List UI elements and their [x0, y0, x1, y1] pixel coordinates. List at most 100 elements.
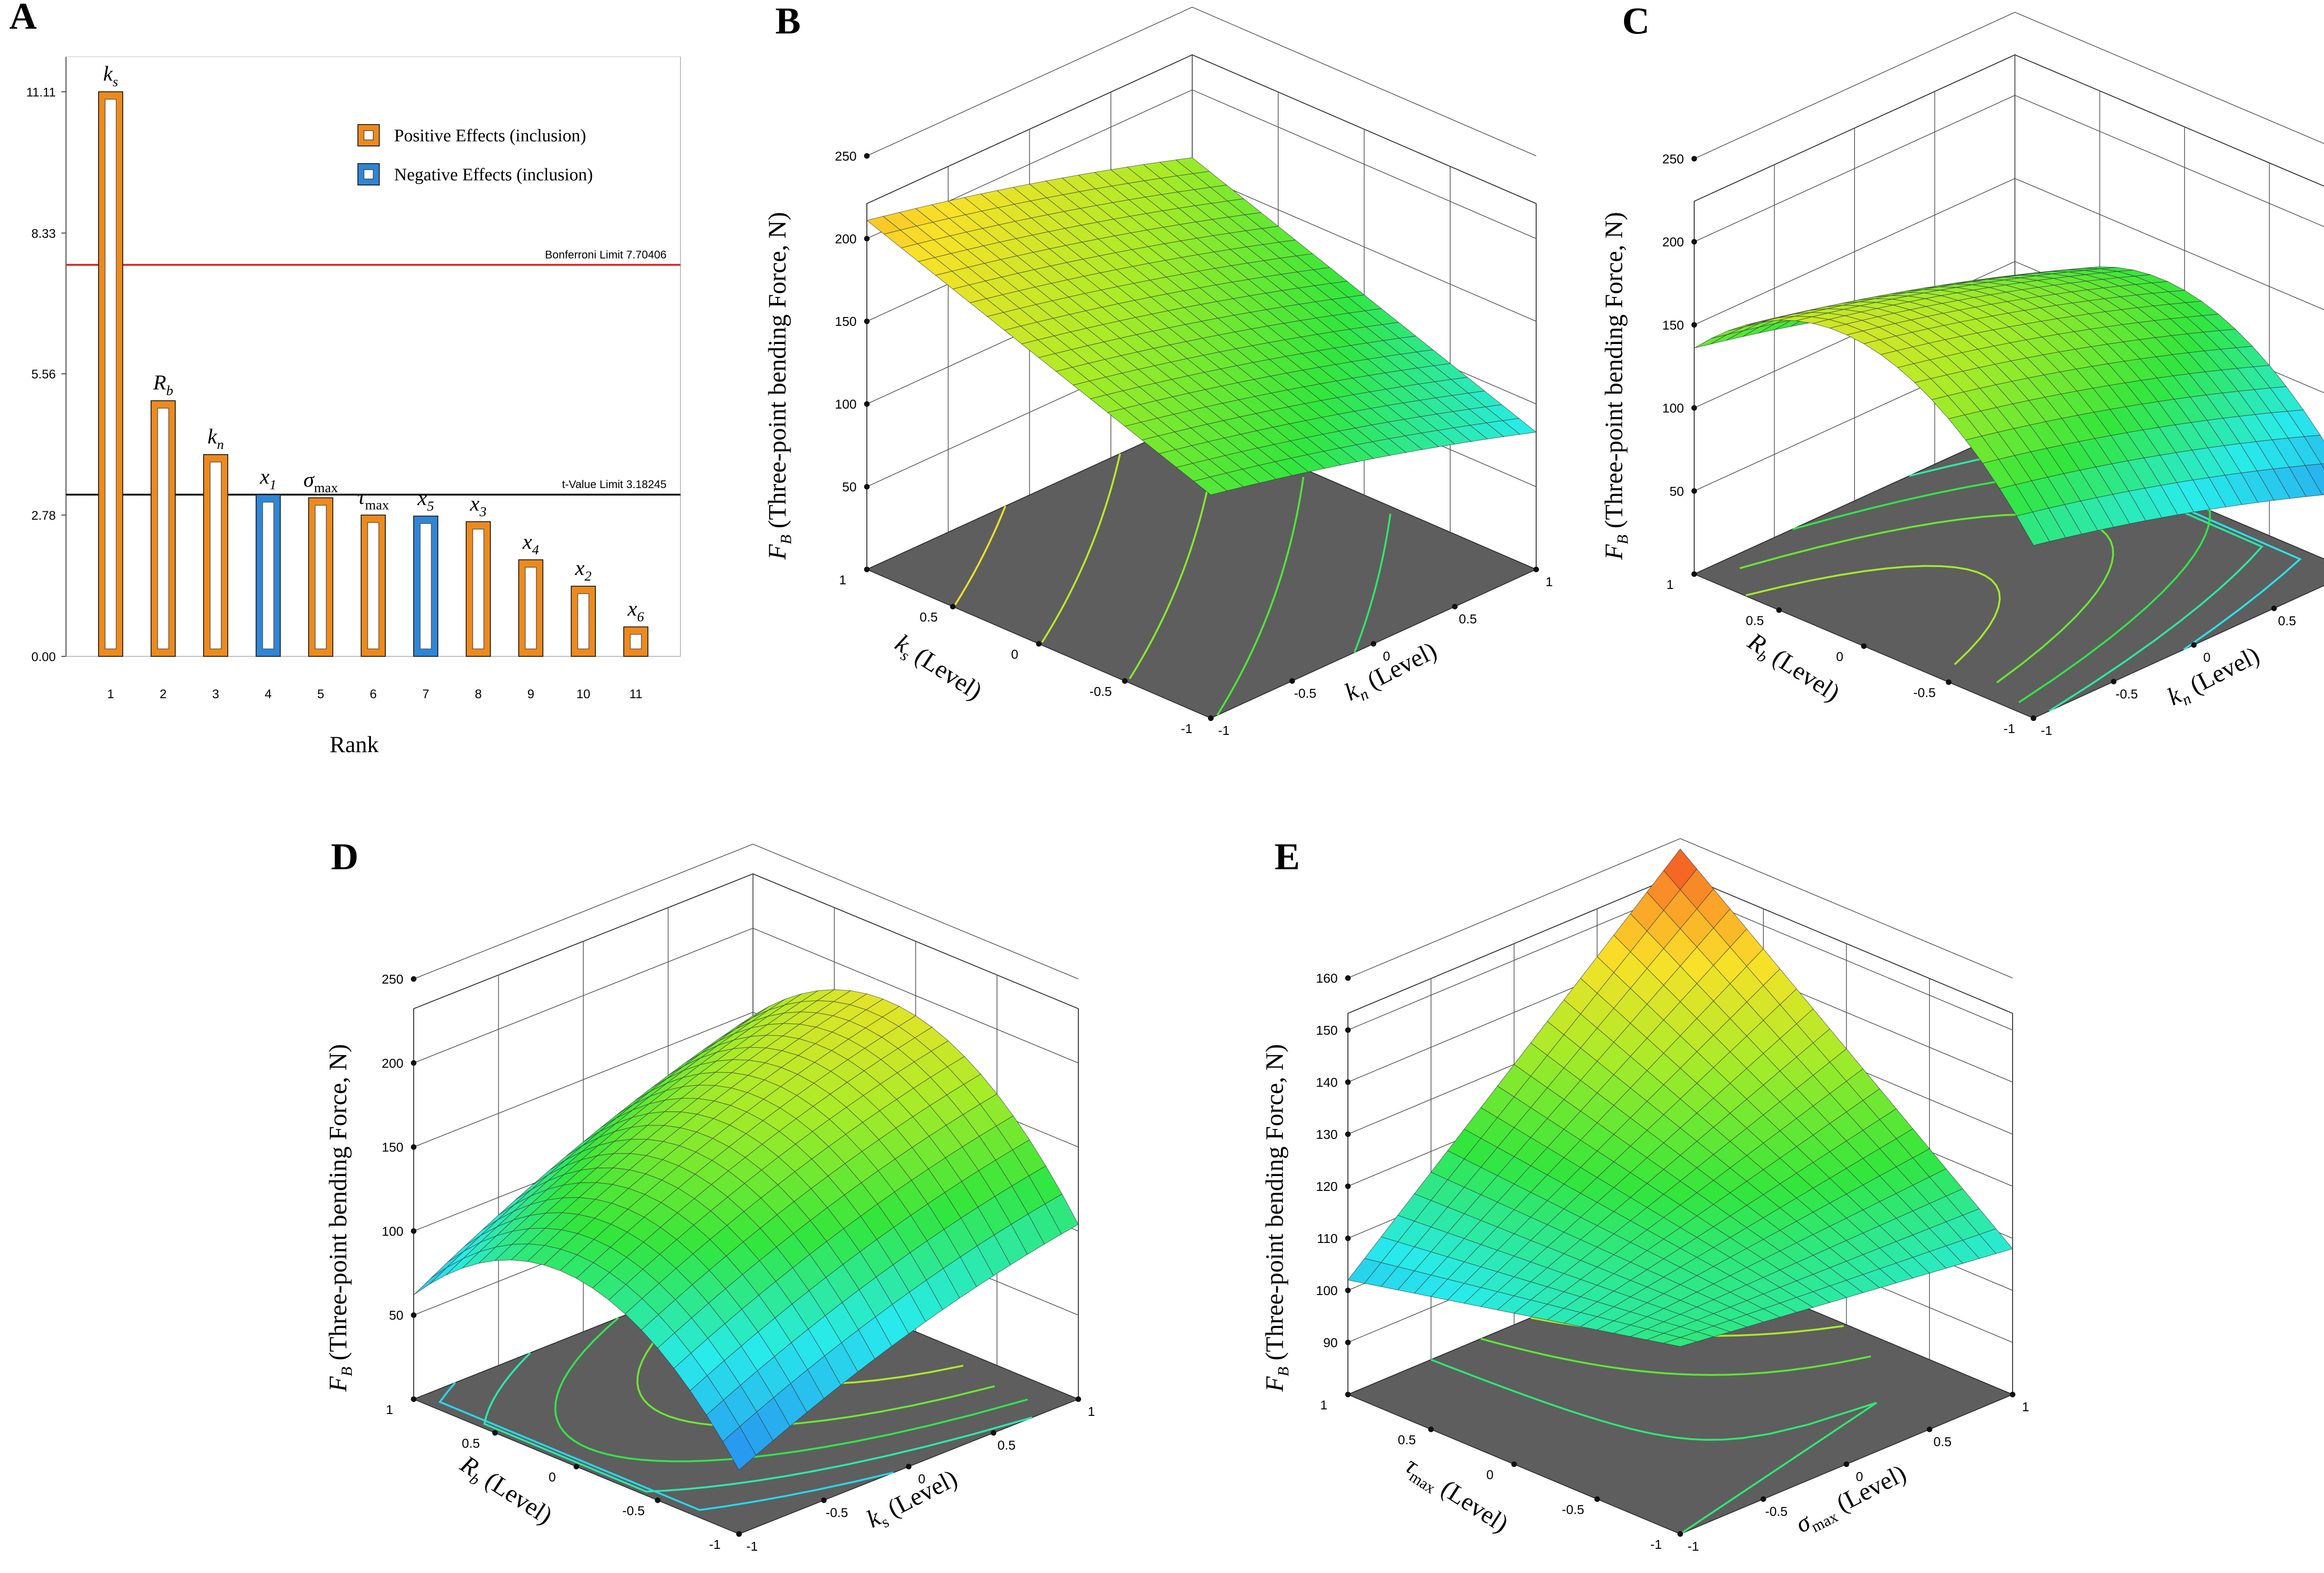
- panel-letter-c: C: [1622, 0, 1650, 42]
- pareto-y-tick-label: 8.33: [31, 226, 56, 240]
- right-axis-tick-dot: [1452, 604, 1458, 609]
- left-axis-tick-label: 0: [1486, 1467, 1494, 1482]
- z-tick-dot: [1691, 405, 1697, 411]
- z-tick-label: 90: [1323, 1335, 1338, 1350]
- pareto-legend: Positive Effects (inclusion) Negative Eff…: [357, 124, 593, 185]
- right-axis-tick-label: 1: [2022, 1400, 2029, 1414]
- floor-contour-line: [1216, 476, 1305, 716]
- pareto-bar-factor-label: τmax: [357, 485, 389, 513]
- wall-horizontal-gridline: [413, 927, 1079, 1064]
- left-axis-tick-label: 0: [1836, 649, 1843, 664]
- pareto-bar-factor-label: x4: [522, 529, 539, 557]
- z-axis-subscript: B: [778, 535, 795, 544]
- pareto-bar-inner: [630, 634, 642, 649]
- factor-subscript: 5: [427, 498, 434, 514]
- left-axis-tick-label: -1: [1651, 1537, 1662, 1552]
- right-axis-tick-dot: [1208, 715, 1214, 721]
- right-axis-tick-label: -0.5: [825, 1506, 848, 1520]
- left-axis-title: ks (Level): [888, 629, 987, 708]
- legend-swatch-positive: [357, 124, 380, 146]
- z-tick-dot: [1345, 1236, 1351, 1241]
- z-tick-label: 100: [835, 397, 857, 411]
- z-tick-label: 120: [1316, 1179, 1338, 1194]
- right-axis-tick-dot: [1677, 1531, 1683, 1537]
- left-axis-tick-label: 0.5: [1398, 1433, 1416, 1447]
- right-axis-tick-label: -1: [2041, 723, 2053, 738]
- factor-symbol: x: [627, 597, 637, 621]
- right-axis-tick-label: 1: [1088, 1404, 1095, 1419]
- pareto-bar-inner: [420, 523, 432, 649]
- right-axis-tick-dot: [2271, 605, 2277, 611]
- left-axis-tick-dot: [411, 1396, 416, 1402]
- bonferroni-limit-label: Bonferroni Limit 7.70406: [545, 249, 667, 261]
- factor-subscript: 1: [270, 477, 277, 492]
- left-axis-tick-dot: [1122, 678, 1128, 684]
- left-axis-tick-label: -1: [1181, 721, 1193, 736]
- left-axis-tick-label: -0.5: [1562, 1502, 1584, 1517]
- pareto-bar-factor-label: ks: [103, 61, 118, 89]
- pareto-bar-inner: [525, 567, 537, 649]
- right-axis-tick-dot: [990, 1430, 997, 1436]
- pareto-x-tick-label: 7: [422, 687, 429, 701]
- z-tick-label: 250: [835, 149, 857, 163]
- wall-horizontal-gridline: [1347, 838, 2013, 978]
- floor-axis-ticks: -1 -1 -0.5 -0.5 0 0 0.5 0.5 1 1: [1320, 1392, 2029, 1553]
- wall-horizontal-gridline: [1694, 178, 2324, 325]
- surface-cell: [722, 1426, 757, 1471]
- z-tick-dot: [411, 1228, 416, 1234]
- z-tick-label: 50: [1670, 484, 1684, 498]
- floor-contour-line: [1792, 469, 2211, 703]
- z-tick-label: 100: [1316, 1283, 1338, 1298]
- factor-symbol: τ: [357, 485, 366, 509]
- factor-subscript: n: [217, 437, 224, 452]
- right-axis-suffix: (Level): [1826, 1459, 1910, 1520]
- right-axis-tick-dot: [1927, 1427, 1933, 1432]
- left-axis-tick-label: 1: [1666, 577, 1674, 592]
- factor-subscript: 2: [585, 568, 592, 584]
- z-axis-subscript: B: [1614, 535, 1631, 544]
- z-tick-dot: [864, 153, 870, 159]
- legend-label-positive: Positive Effects (inclusion): [394, 126, 586, 145]
- factor-subscript: 4: [532, 542, 539, 557]
- left-axis-tick-label: -0.5: [622, 1504, 645, 1518]
- left-axis-tick-label: -1: [709, 1537, 721, 1552]
- factor-symbol: x: [417, 486, 427, 509]
- left-axis-tick-label: -0.5: [1089, 684, 1112, 699]
- floor-contour-line: [953, 506, 1006, 607]
- pareto-bar-factor-label: x5: [417, 486, 434, 514]
- floor-axis-ticks: -1 -1 -0.5 -0.5 0 0 0.5 0.5 1 1: [839, 567, 1553, 738]
- pareto-bar-factor-label: x3: [469, 491, 486, 519]
- right-axis-tick-dot: [1533, 567, 1539, 572]
- left-axis-tick-dot: [1036, 641, 1042, 647]
- pareto-bar-factor-label: σmax: [304, 468, 338, 496]
- left-axis-suffix: (Level): [905, 638, 987, 705]
- z-tick-dot: [411, 1144, 416, 1150]
- pareto-x-tick-label: 2: [160, 687, 167, 701]
- surface-cell: [1663, 1337, 1698, 1347]
- left-axis-tick-dot: [864, 567, 870, 572]
- pareto-bar-factor-label: x6: [627, 597, 644, 625]
- pareto-x-tick-label: 5: [317, 687, 324, 701]
- factor-symbol: x: [259, 464, 270, 488]
- surface-cell: [2016, 511, 2050, 546]
- right-axis-tick-dot: [1760, 1496, 1766, 1502]
- z-axis-symbol: F: [763, 544, 791, 560]
- left-axis-tick-label: 0: [548, 1470, 556, 1484]
- pareto-bars: [98, 91, 648, 657]
- left-axis-tick-dot: [574, 1464, 579, 1469]
- left-axis-title: τmax (Level): [1399, 1451, 1513, 1541]
- right-axis-tick-label: 0.5: [997, 1438, 1016, 1453]
- factor-subscript: max: [314, 480, 338, 496]
- right-axis-tick-dot: [1843, 1461, 1849, 1467]
- wall-horizontal-gridline: [866, 7, 1537, 157]
- right-axis-tick-dot: [1289, 678, 1295, 684]
- left-axis-suffix: (Level): [1431, 1471, 1513, 1538]
- panel-b-surface: B 50 100 150 200 250 -1 -1 -0.5 -0.5 0 0 0.5 0.5 1 1 ks…: [763, 0, 1553, 738]
- floor-contour-line: [438, 1382, 894, 1511]
- right-axis-tick-dot: [906, 1464, 911, 1469]
- right-axis-tick-label: 0.5: [1934, 1434, 1952, 1449]
- response-surface: [1347, 848, 2013, 1347]
- pareto-x-tick-label: 1: [107, 687, 114, 701]
- panel-e-surface: E 90 100 110 120 130 140 150 160 -1 -1 -0.5 -0.5 0 0 0…: [1261, 835, 2029, 1553]
